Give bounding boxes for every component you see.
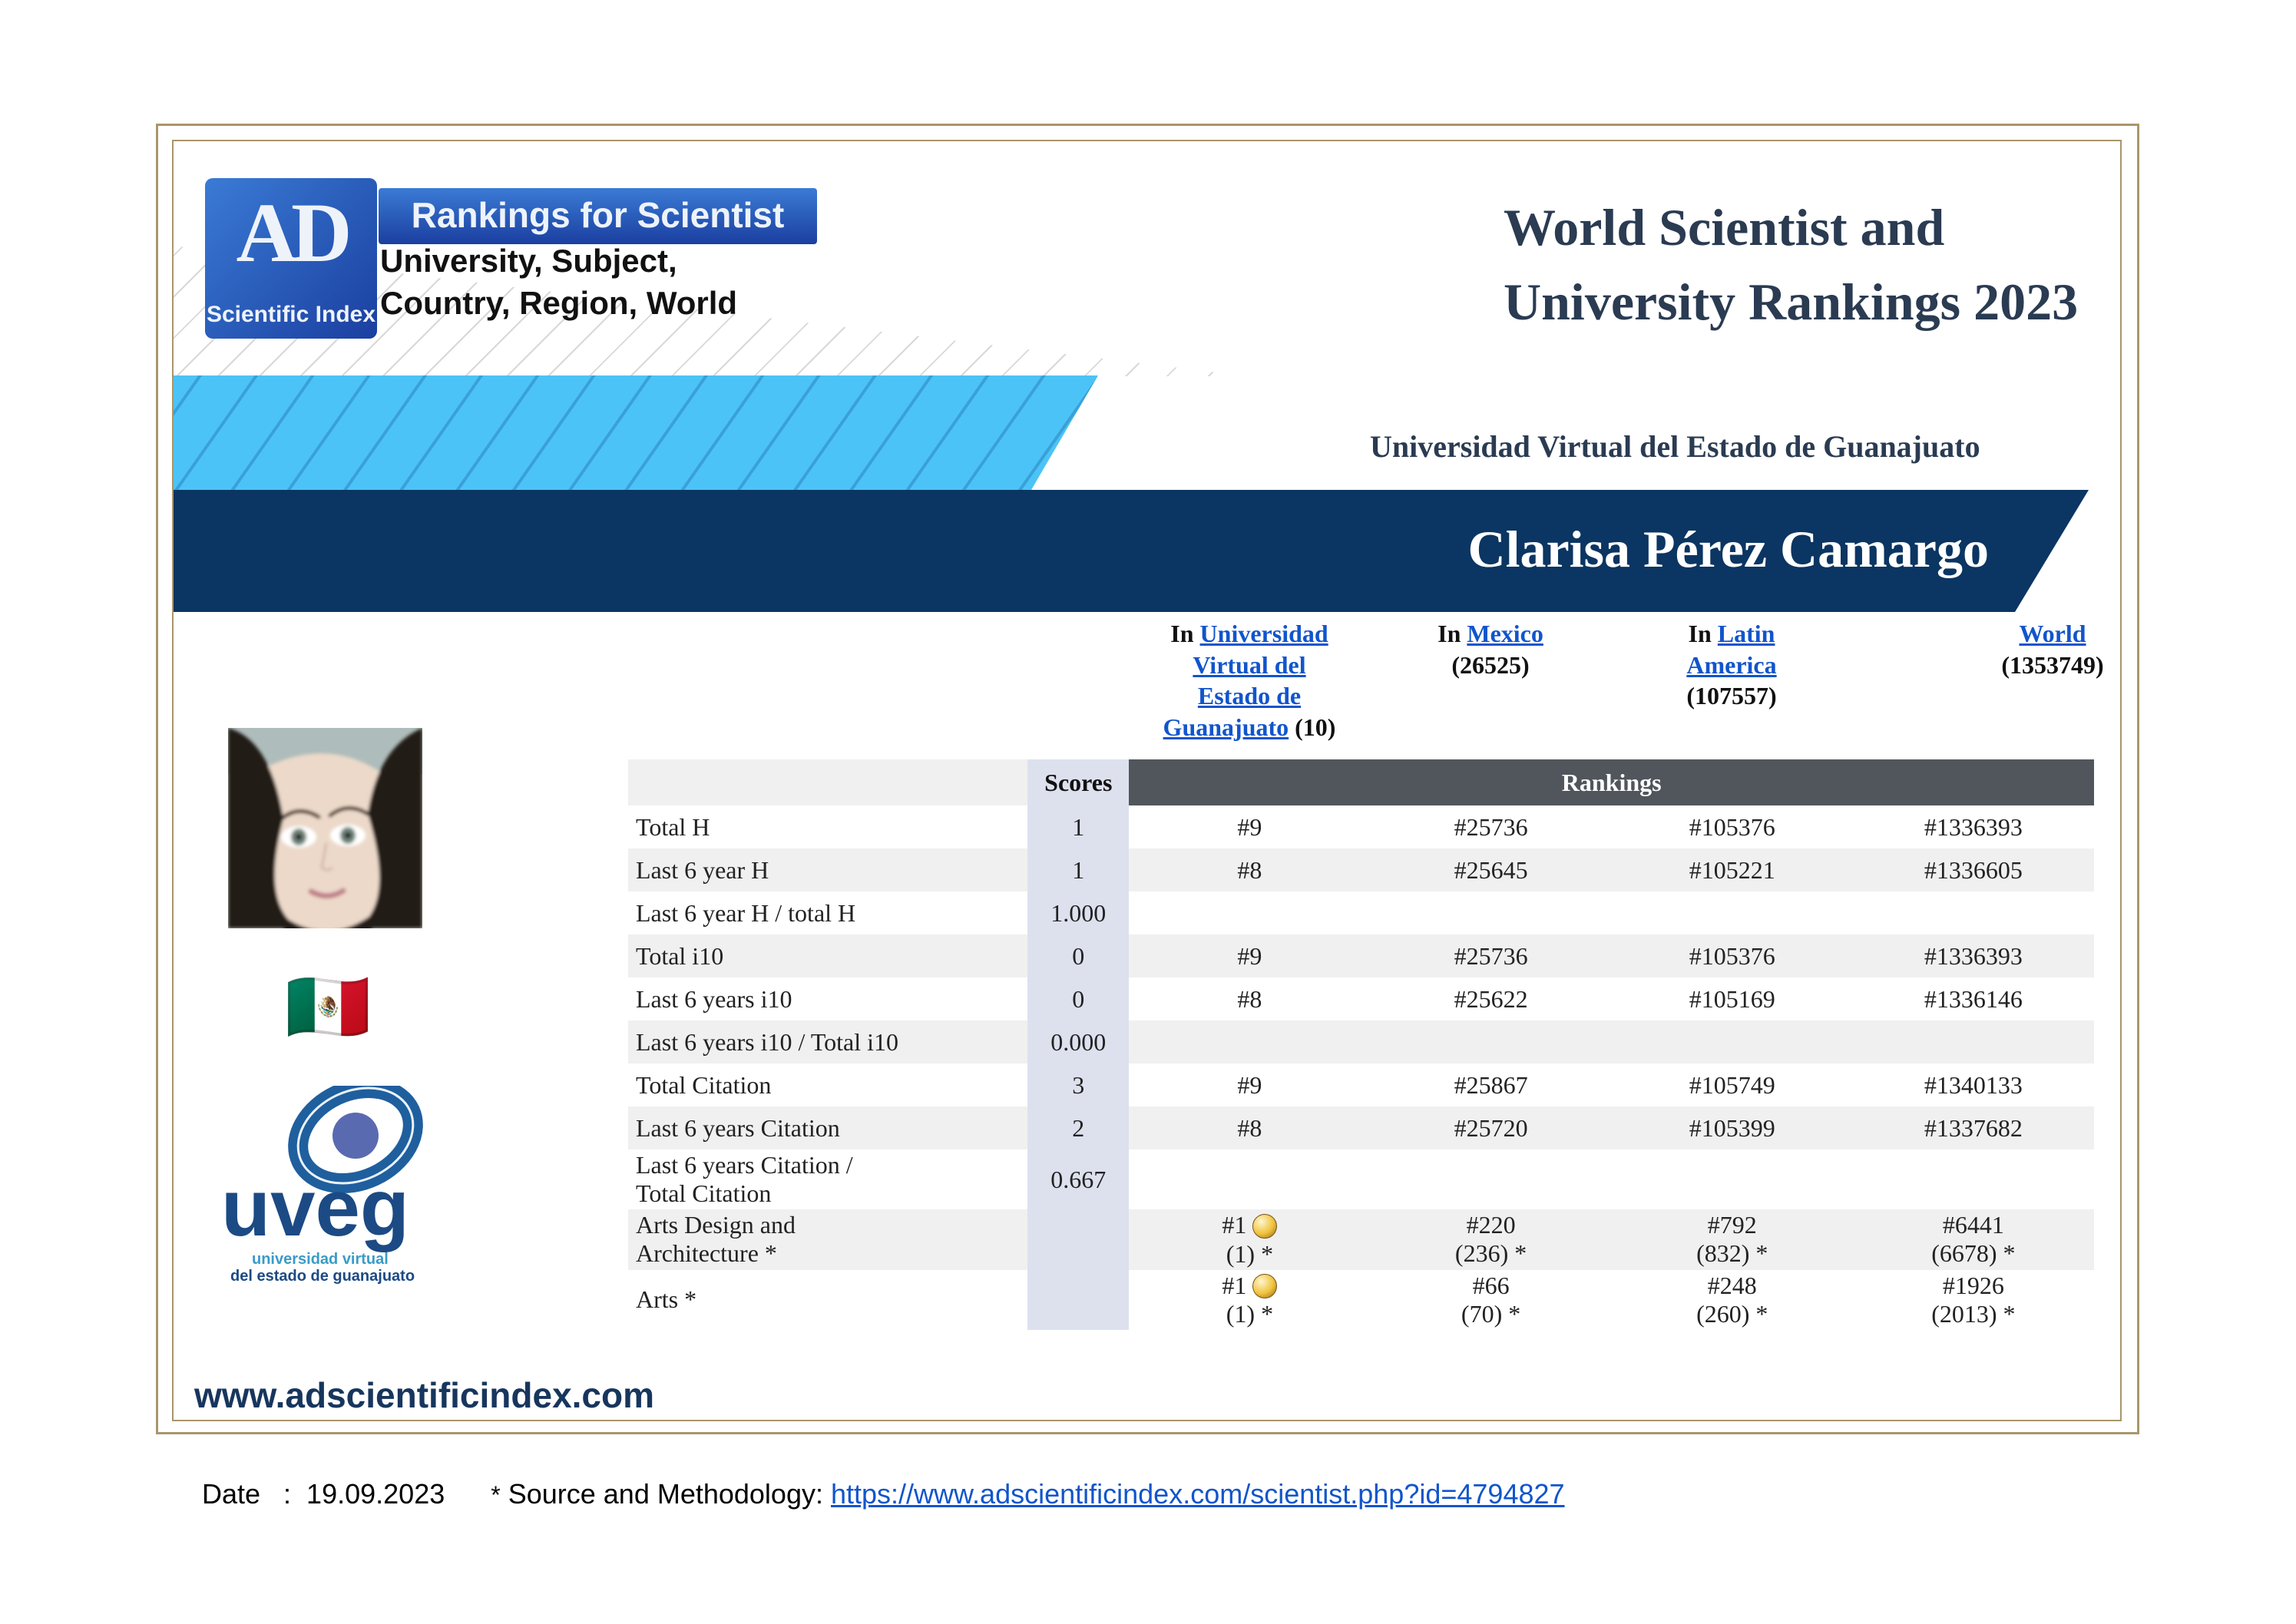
- svg-text:universidad virtual: universidad virtual: [252, 1251, 389, 1268]
- svg-text:uveg: uveg: [221, 1163, 409, 1253]
- svg-text:del estado de guanajuato: del estado de guanajuato: [230, 1268, 415, 1285]
